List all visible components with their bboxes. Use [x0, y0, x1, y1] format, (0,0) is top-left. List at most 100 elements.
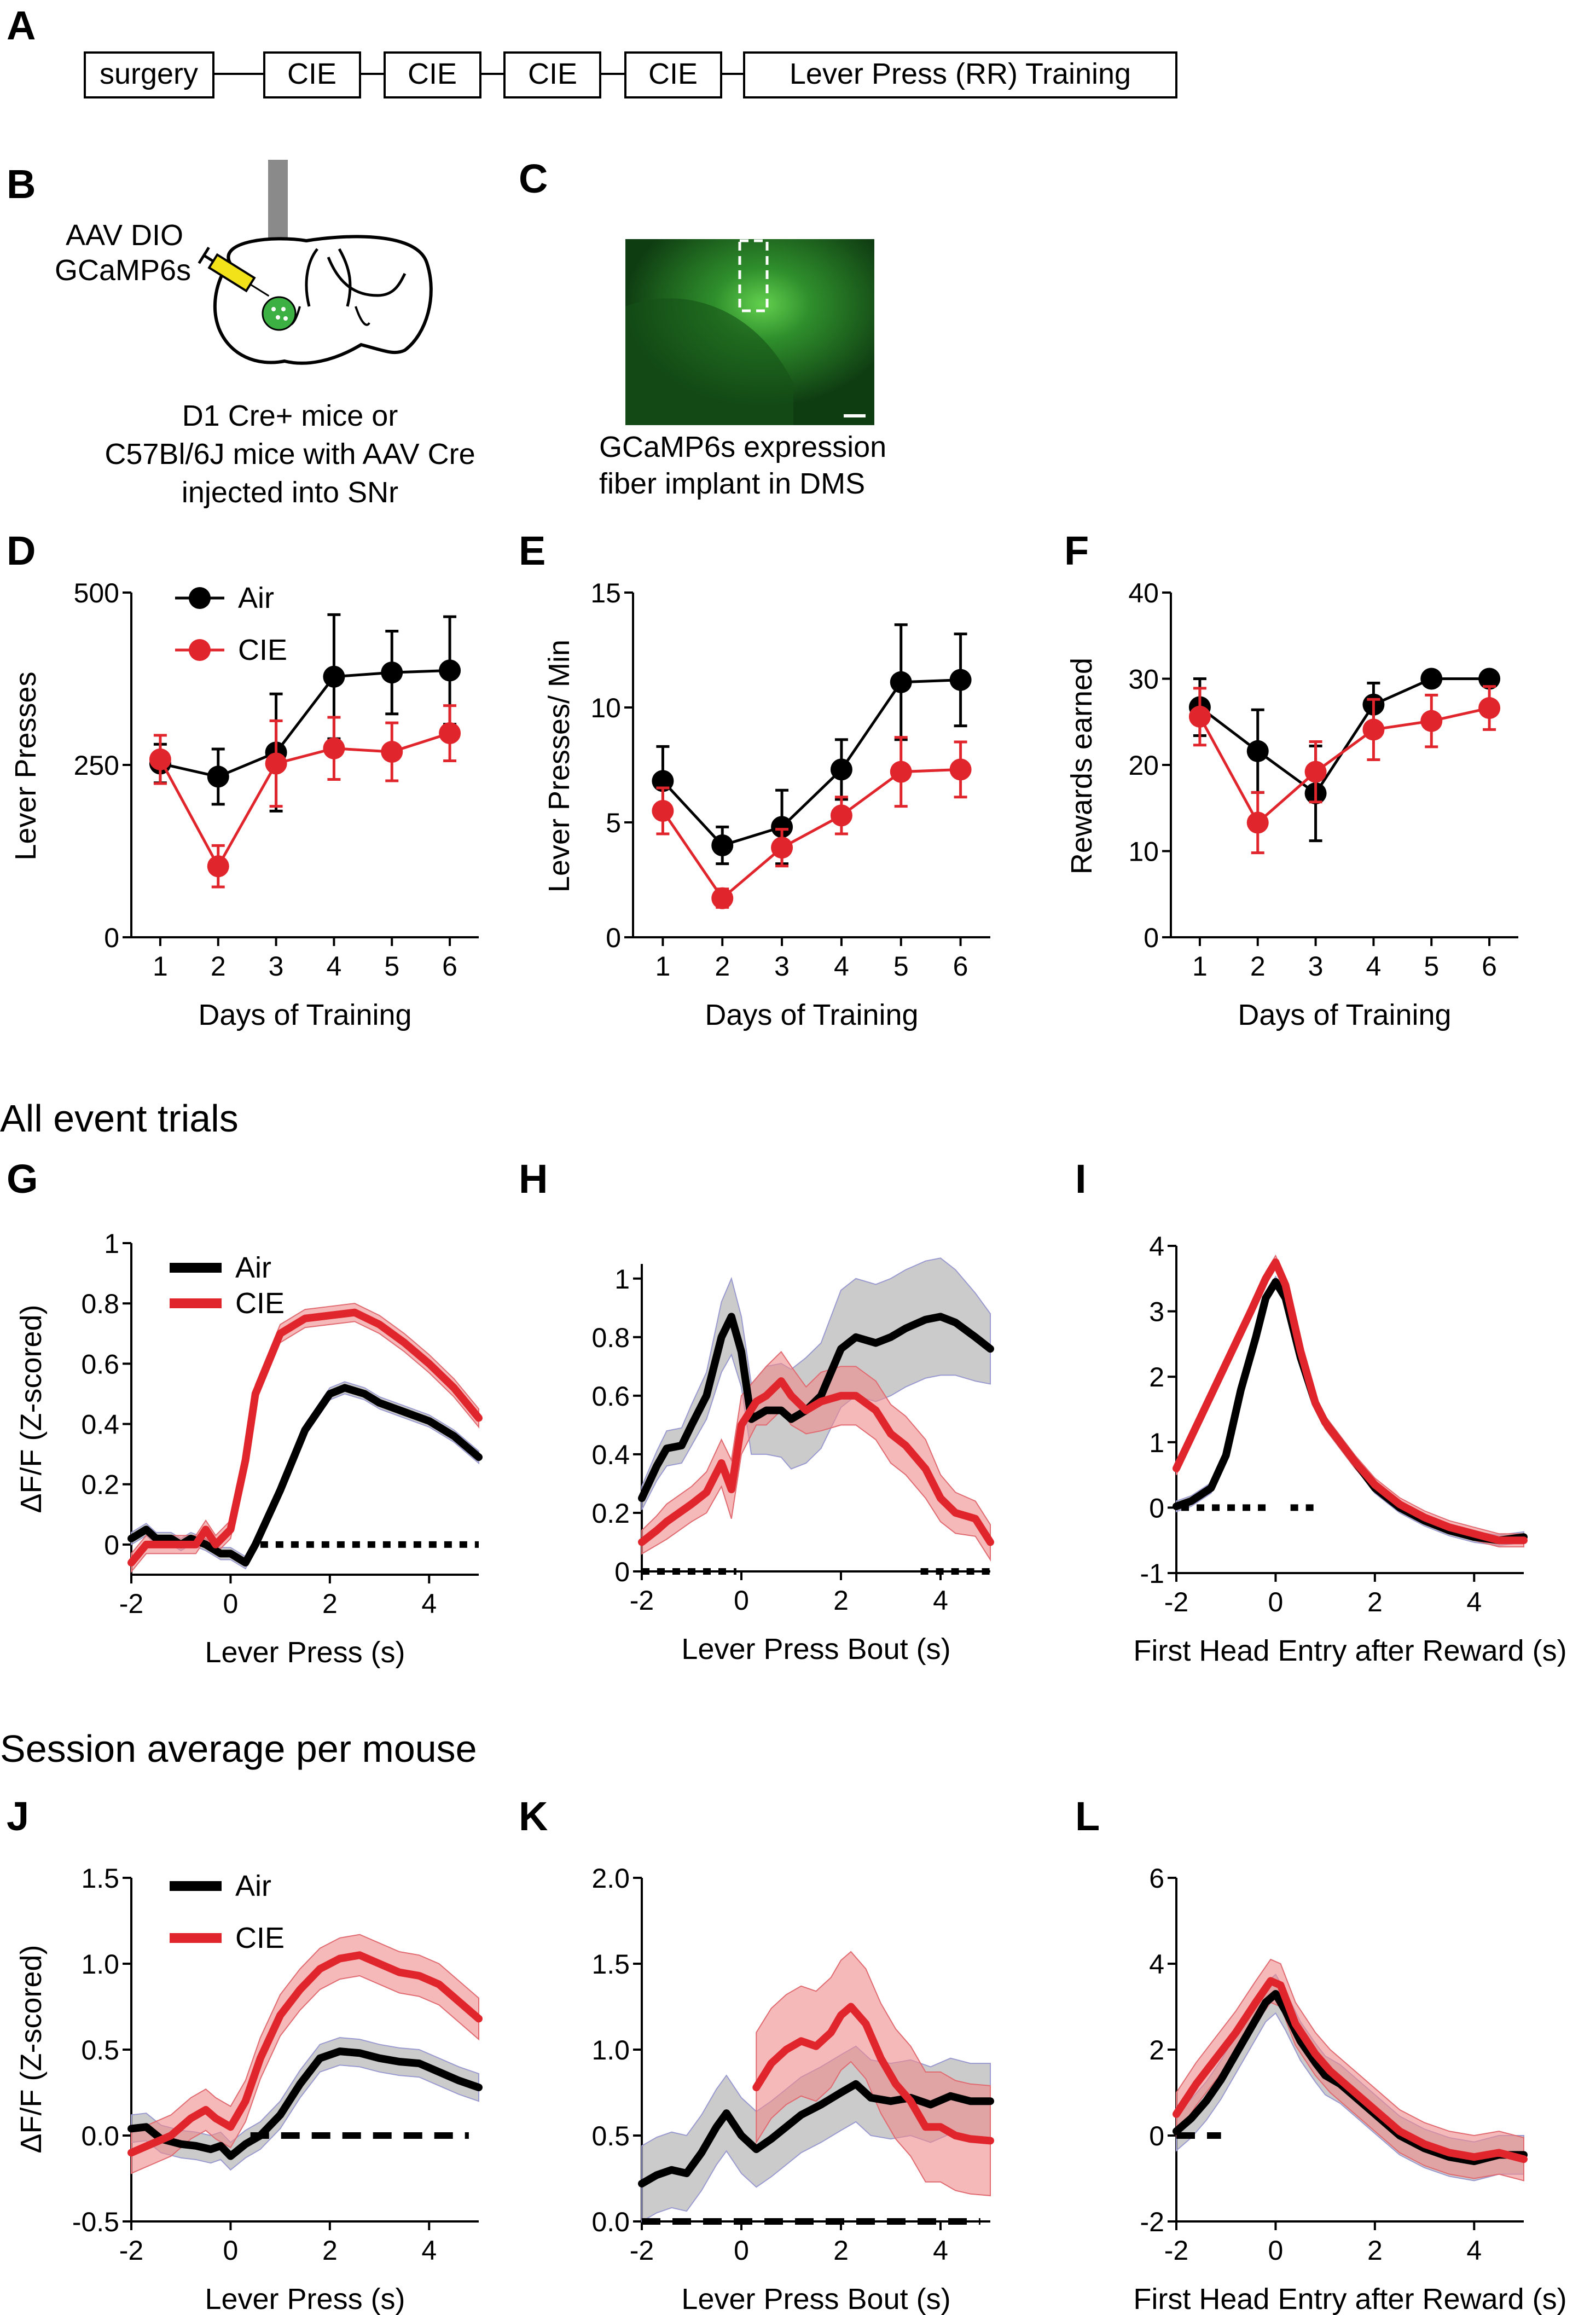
histology-caption-2: fiber implant in DMS [599, 467, 865, 500]
y-tick-label: -2 [1140, 2207, 1164, 2237]
y-tick-label: 250 [74, 750, 119, 781]
trace-line-cie [638, 1377, 994, 1546]
panel-label-i: I [1075, 1156, 1087, 1202]
data-point-cie [1188, 705, 1211, 728]
x-tick-label: 5 [1424, 951, 1439, 982]
trace-line-cie [1173, 1258, 1528, 1545]
x-tick-label: 1 [655, 951, 671, 982]
trace-line-air [127, 2047, 483, 2160]
y-tick-label: 0.2 [591, 1498, 630, 1529]
y-tick-label: 5 [606, 808, 621, 838]
y-tick-label: 500 [74, 578, 119, 608]
panel-labels: A B C D E F G H I J K L [7, 3, 1100, 1839]
sem-band-cie [756, 1951, 991, 2196]
series-line-cie [1198, 706, 1490, 825]
y-tick-label: 3 [1149, 1297, 1164, 1327]
x-tick-label: 0 [734, 1585, 749, 1616]
x-tick-label: 3 [269, 951, 284, 982]
y-tick-label: 0.5 [81, 2035, 119, 2065]
x-tick-label: -2 [630, 1585, 654, 1616]
x-tick-label: 4 [1466, 1587, 1482, 1617]
x-tick-label: 3 [774, 951, 790, 982]
series-line-cie [661, 768, 961, 901]
x-tick-label: 2 [1250, 951, 1266, 982]
y-tick-label: 2.0 [591, 1863, 630, 1894]
data-point-cie [265, 752, 287, 775]
data-point-air [771, 816, 793, 838]
data-point-cie [439, 722, 461, 745]
y-tick-label: 1 [1149, 1428, 1164, 1458]
data-point-air [207, 765, 229, 788]
data-point-cie [1304, 761, 1327, 783]
legend-label: Air [238, 582, 274, 614]
y-tick-label: 0.8 [591, 1322, 630, 1353]
panel-label-a: A [7, 3, 36, 48]
y-tick-label: 0 [1144, 922, 1159, 953]
y-tick-label: 0 [104, 922, 119, 953]
x-tick-label: -2 [119, 1588, 143, 1619]
y-tick-label: 1.5 [81, 1863, 119, 1894]
legend-marker [189, 587, 211, 609]
timeline-box-cie-4 [624, 51, 722, 98]
histology-tissue [625, 298, 793, 425]
x-tick-label: 4 [327, 951, 342, 982]
y-axis-label: ΔF/F (Z-scored) [15, 1945, 48, 2153]
x-tick-label: 3 [1308, 951, 1324, 982]
y-tick-label: 1.5 [591, 1949, 630, 1980]
timeline [84, 51, 1177, 98]
x-tick-label: 4 [933, 2235, 948, 2266]
data-point-cie [1362, 718, 1385, 741]
trace-line-cie [752, 2003, 994, 2145]
y-axis-label: Rewards earned [1065, 658, 1098, 874]
histology-image [625, 239, 874, 425]
panel-label-c: C [519, 156, 548, 201]
ventricle-lines [305, 248, 352, 307]
data-point-cie [949, 758, 972, 781]
y-tick-label: 30 [1128, 664, 1159, 695]
x-axis-label: Days of Training [1238, 999, 1451, 1031]
x-axis-label: Lever Press (s) [205, 1636, 405, 1669]
y-tick-label: 0.6 [591, 1381, 630, 1412]
timeline-label-training: Lever Press (RR) Training [790, 57, 1131, 90]
y-tick-label: 0 [606, 922, 621, 953]
y-tick-label: 0.8 [81, 1289, 119, 1319]
data-point-cie [652, 800, 674, 822]
y-tick-label: 20 [1128, 750, 1159, 781]
y-tick-label: 0 [104, 1530, 119, 1560]
y-tick-label: 40 [1128, 578, 1159, 608]
data-point-air [890, 671, 912, 693]
data-point-cie [1246, 811, 1269, 834]
data-point-air [1246, 740, 1269, 762]
x-axis-label: Days of Training [705, 999, 918, 1031]
y-tick-label: 1.0 [591, 2035, 630, 2065]
schematic-caption-2: C57Bl/6J mice with AAV Cre [105, 438, 475, 471]
panel-label-j: J [7, 1794, 29, 1839]
x-tick-label: 4 [1366, 951, 1382, 982]
legend-label: CIE [235, 1922, 285, 1954]
chart-i-head-entry-trace: -1 0 1 2 3 4 -2 0 2 4 First Head Entry after Rewar… [1133, 1231, 1566, 1667]
x-tick-label: 1 [1192, 951, 1208, 982]
chart-l-head-entry-session: -2 0 2 4 6 -2 0 2 4 First Head Entry after Reward… [1133, 1863, 1566, 2315]
panel-label-b: B [7, 161, 36, 207]
y-tick-label: 1.0 [81, 1949, 119, 1980]
x-axis-label: Lever Press Bout (s) [681, 1633, 950, 1666]
histology-caption-1: GCaMP6s expression [599, 431, 886, 463]
data-point-air [830, 758, 852, 781]
y-tick-label: -0.5 [72, 2207, 119, 2237]
data-point-cie [711, 887, 734, 909]
y-tick-label: 0.4 [81, 1409, 119, 1440]
x-tick-label: 1 [153, 951, 168, 982]
legend-label: CIE [235, 1287, 285, 1320]
data-point-cie [771, 837, 793, 859]
data-point-air [1478, 668, 1501, 690]
data-point-cie [1478, 697, 1501, 720]
trace-line-air [1173, 1278, 1528, 1545]
histology-caption: GCaMP6s expression fiber implant in DMS [599, 431, 886, 500]
x-axis-label: Lever Press (s) [205, 2283, 405, 2315]
series-line-cie [159, 732, 450, 869]
x-tick-label: 5 [893, 951, 909, 982]
x-tick-label: -2 [119, 2235, 143, 2266]
y-tick-label: 4 [1149, 1231, 1164, 1262]
